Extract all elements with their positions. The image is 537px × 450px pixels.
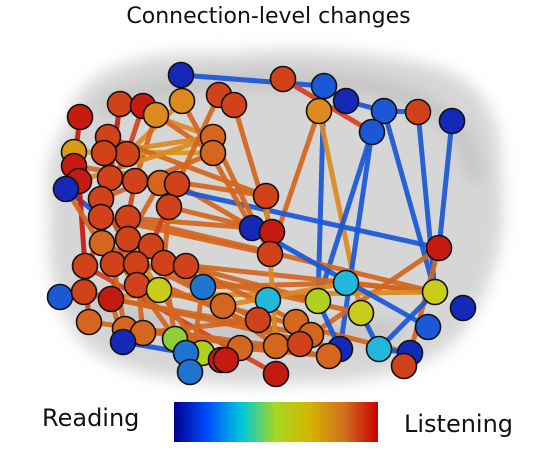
colorbar <box>174 402 378 442</box>
brain-region-node <box>358 118 386 146</box>
brain-region-node <box>155 193 183 221</box>
brain-region-node <box>449 294 477 322</box>
connection-edge <box>108 296 314 338</box>
brain-region-node <box>113 140 141 168</box>
brain-region-node <box>347 299 375 327</box>
brain-region-node <box>145 276 173 304</box>
connection-edge <box>183 263 321 304</box>
connection-edge <box>76 178 88 269</box>
connection-edge <box>140 317 261 336</box>
connection-edge <box>178 72 327 89</box>
brain-region-node <box>163 170 191 198</box>
connection-edge <box>125 215 255 231</box>
nodes-layer <box>46 61 477 388</box>
connection-edge <box>174 92 222 187</box>
connection-edge <box>220 280 349 309</box>
brain-region-node <box>220 91 248 119</box>
brain-region-node <box>106 90 134 118</box>
brain-region-node <box>258 218 286 246</box>
brain-region-node <box>75 308 103 336</box>
brain-region-node <box>262 360 290 388</box>
brain-region-node <box>304 287 332 315</box>
connection-edge <box>161 260 438 295</box>
brain-region-node <box>97 285 125 313</box>
brain-region-node <box>176 358 204 386</box>
brain-region-node <box>421 278 449 306</box>
brain-region-node <box>109 328 137 356</box>
connection-edge <box>381 108 438 295</box>
brain-region-node <box>212 346 240 374</box>
brain-region-node <box>209 292 237 320</box>
connection-edge <box>376 289 438 352</box>
brain-region-node <box>332 87 360 115</box>
figure-title: Connection-level changes <box>126 4 411 29</box>
brain-region-node <box>414 313 442 341</box>
brain-region-node <box>370 97 398 125</box>
brain-region-node <box>425 234 453 262</box>
brain-region-node <box>310 72 338 100</box>
brain-region-node <box>88 229 116 257</box>
brain-region-node <box>244 306 272 334</box>
brain-region-node <box>332 269 360 297</box>
brain-region-node <box>167 61 195 89</box>
brain-region-node <box>365 335 393 363</box>
colorbar-right-label: Listening <box>404 410 514 438</box>
brain-region-node <box>99 250 127 278</box>
brain-region-node <box>256 240 284 268</box>
brain-region-node <box>199 139 227 167</box>
brain-region-node <box>90 139 118 167</box>
brain-region-node <box>315 342 343 370</box>
brain-region-node <box>262 332 290 360</box>
brain-region-node <box>150 249 178 277</box>
brain-region-node <box>269 65 297 93</box>
connection-edge <box>436 118 455 251</box>
brain-region-node <box>121 167 149 195</box>
brain-region-node <box>114 225 142 253</box>
brain-region-node <box>87 203 115 231</box>
brain-region-node <box>52 175 80 203</box>
brain-region-node <box>438 107 466 135</box>
brain-region-node <box>305 97 333 125</box>
brain-network-diagram <box>46 50 504 388</box>
brain-region-node <box>390 352 418 380</box>
brain-region-node <box>168 87 196 115</box>
brain-region-node <box>286 330 314 358</box>
brain-region-node <box>46 283 74 311</box>
connection-edge <box>415 109 438 295</box>
brain-region-node <box>142 101 170 129</box>
brain-region-node <box>252 182 280 210</box>
brain-region-node <box>70 278 98 306</box>
brain-region-node <box>189 273 217 301</box>
brain-region-node <box>404 98 432 126</box>
brain-region-node <box>66 103 94 131</box>
brain-region-node <box>172 252 200 280</box>
brain-region-node <box>123 271 151 299</box>
colorbar-left-label: Reading <box>42 404 140 432</box>
brain-region-node <box>71 252 99 280</box>
